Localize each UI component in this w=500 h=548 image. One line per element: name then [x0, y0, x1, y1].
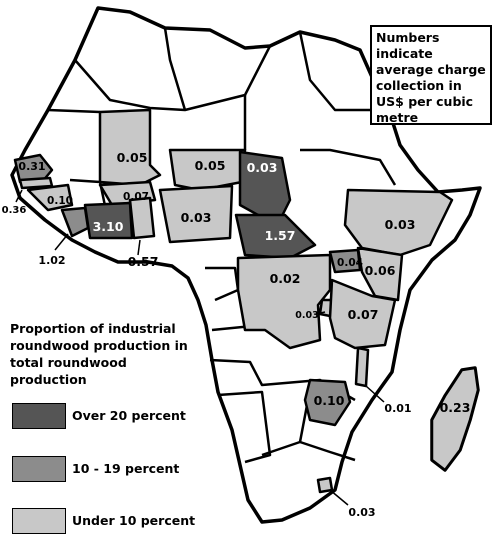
label-burkina: 0.07 [123, 191, 149, 203]
border-gabon [205, 266, 240, 302]
legend-item-high: Over 20 percent [12, 403, 232, 429]
label-madagascar: 0.23 [440, 400, 471, 415]
leader-burundi [315, 311, 326, 315]
region-tanzania [328, 278, 397, 350]
border-north-d [298, 31, 375, 112]
label-nigeria: 0.03 [181, 210, 212, 225]
region-madagascar [430, 366, 480, 472]
region-mali [98, 108, 162, 187]
label-kenya: 0.06 [365, 263, 396, 278]
region-nigeria [158, 184, 234, 244]
label-burundi: 0.03 [295, 310, 318, 321]
label-tanzania: 0.07 [348, 307, 379, 322]
note-box: Numbers indicate average charge collecti… [370, 25, 492, 125]
region-uganda [328, 248, 362, 274]
leader-swaziland [329, 489, 349, 506]
africa-outline [10, 6, 482, 524]
region-liberia [60, 206, 90, 238]
legend-title: Proportion of industrial roundwood produ… [10, 321, 188, 387]
legend-item-mid: 10 - 19 percent [12, 456, 232, 482]
legend-swatch-high [12, 403, 66, 429]
border-north-b [163, 27, 187, 111]
region-drc [236, 253, 332, 350]
label-car: 1.57 [265, 228, 296, 243]
border-sahara [47, 108, 101, 114]
leader-ghana [137, 239, 141, 256]
label-mali: 0.05 [117, 150, 148, 165]
legend-swatch-low [12, 508, 66, 534]
legend-label-high: Over 20 percent [72, 408, 186, 423]
region-ethiopia [343, 188, 454, 257]
legend-label-mid: 10 - 19 percent [72, 461, 180, 476]
region-senegal [13, 153, 54, 184]
label-malawi: 0.01 [384, 402, 411, 415]
label-ghana: 0.57 [128, 254, 159, 269]
border-south-d [261, 440, 356, 462]
region-malawi [354, 346, 370, 388]
label-gambia: 0.36 [2, 205, 27, 216]
border-sudan [300, 148, 397, 186]
region-car [234, 213, 317, 260]
label-senegal: 0.31 [18, 160, 45, 173]
legend-item-low: Under 10 percent [12, 508, 232, 534]
region-ghana [128, 196, 156, 240]
label-drc: 0.02 [270, 271, 301, 286]
leader-gambia [15, 189, 23, 203]
label-chad: 0.03 [247, 160, 278, 175]
region-zimbabwe [303, 378, 352, 427]
legend-swatch-mid [12, 456, 66, 482]
label-swaziland: 0.03 [348, 506, 375, 519]
legend-label-low: Under 10 percent [72, 513, 196, 528]
label-liberia: 1.02 [38, 254, 65, 267]
region-guinea [26, 183, 74, 212]
label-ethiopia: 0.03 [385, 217, 416, 232]
border-north-a [74, 45, 272, 112]
label-cote-divoire: 3.10 [93, 219, 124, 234]
leader-malawi [365, 385, 385, 403]
label-zimbabwe: 0.10 [314, 393, 345, 408]
region-swaziland [316, 476, 334, 494]
label-guinea: 0.10 [47, 195, 73, 207]
label-uganda: 0.04 [337, 257, 363, 269]
border-south-c [217, 390, 272, 464]
region-cote-divoire [83, 201, 134, 240]
label-niger: 0.05 [195, 158, 226, 173]
leader-liberia [54, 233, 69, 251]
